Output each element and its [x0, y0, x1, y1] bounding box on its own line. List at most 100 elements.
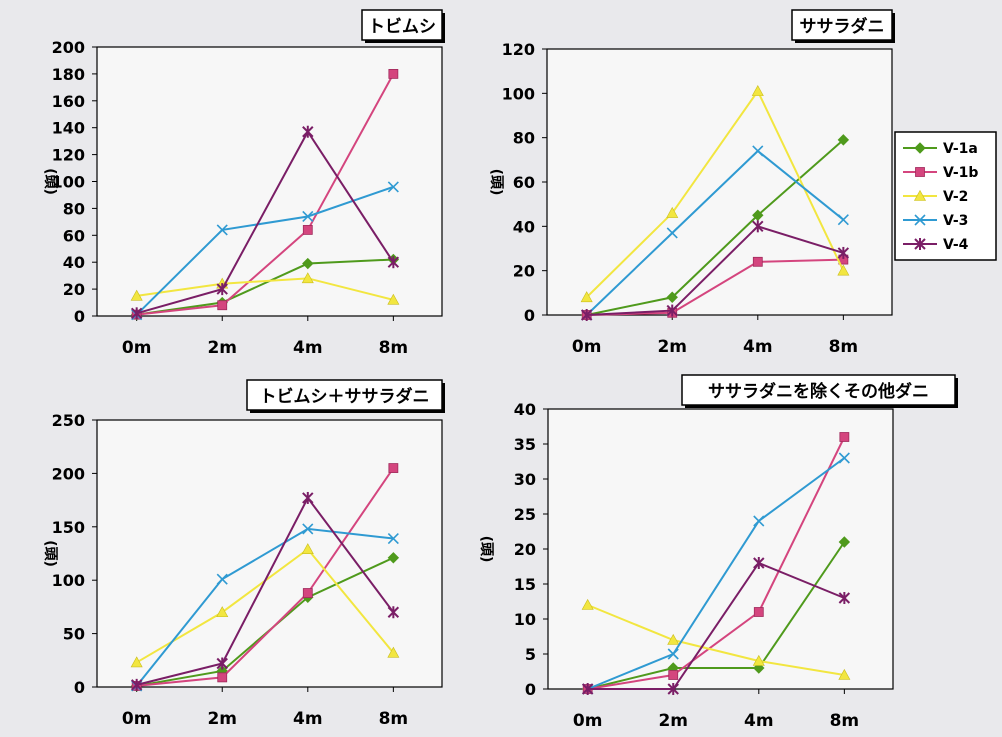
data-point: [837, 264, 850, 276]
y-axis-label: (頭): [42, 168, 58, 195]
data-point: [216, 573, 228, 585]
y-axis-label: (頭): [488, 169, 504, 196]
data-point: [667, 648, 679, 660]
series-V-4: [130, 491, 400, 691]
x-tick-label: 2m: [207, 709, 237, 729]
data-point: [752, 209, 764, 221]
data-point-b: [667, 648, 679, 660]
series-line: [585, 89, 845, 298]
series-V-2: [581, 598, 851, 680]
series-line: [136, 129, 395, 315]
y-tick-label: 30: [514, 470, 536, 489]
data-point: [753, 557, 765, 569]
y-tick-label: 200: [52, 464, 85, 483]
data-point: [301, 543, 314, 555]
data-point: [130, 678, 143, 691]
plot-area: [547, 408, 894, 690]
title-box: [246, 379, 443, 411]
y-tick-label: 80: [513, 129, 535, 148]
legend-item-V-1a: V-1a: [903, 141, 978, 157]
data-point: [581, 598, 594, 610]
data-point: [301, 272, 314, 284]
y-tick-label: 100: [52, 173, 85, 192]
series-line: [587, 436, 846, 690]
series-V-4: [580, 220, 850, 321]
data-point: [302, 523, 314, 535]
y-tick-label: 200: [52, 38, 85, 57]
series-line: [586, 139, 845, 316]
data-point: [302, 588, 313, 598]
legend-marker: [914, 214, 926, 226]
data-point: [838, 536, 851, 548]
legend-item-V-1b: V-1b: [903, 165, 978, 181]
data-point: [387, 532, 399, 545]
y-tick-label: 0: [525, 680, 536, 699]
y-tick-label: 40: [63, 253, 85, 272]
y-tick-label: 80: [63, 199, 85, 218]
data-point-b: [666, 227, 678, 239]
data-point: [753, 607, 764, 617]
data-point: [666, 206, 679, 218]
data-point: [217, 300, 228, 311]
series-V-4: [581, 557, 851, 695]
y-axis-label: (頭): [478, 536, 494, 563]
series-line: [587, 604, 845, 676]
data-point: [837, 134, 850, 146]
series-line: [586, 258, 844, 316]
y-tick-label: 250: [52, 411, 85, 430]
series-line: [136, 467, 395, 687]
series-line: [587, 541, 846, 690]
data-point: [217, 672, 228, 683]
chart-other-mites: 0 5 10 15 20 25 30 35 40 0m 2m 4m 8m (頭) ササラダニを除くその他ダニ: [478, 374, 958, 731]
data-point-b: [752, 145, 764, 157]
data-point: [667, 683, 679, 695]
chart-title: トビムシ＋ササラダニ: [260, 386, 430, 407]
data-point-b: [753, 515, 765, 527]
x-tick-label: 0m: [122, 709, 152, 729]
y-tick-label: 160: [52, 92, 85, 111]
data-point-b: [837, 214, 849, 226]
chart-title: ササラダニ: [800, 16, 885, 37]
series-line: [587, 457, 845, 690]
data-point: [668, 670, 679, 680]
y-tick-label: 40: [513, 217, 535, 236]
data-point: [302, 210, 314, 223]
data-point: [838, 668, 851, 680]
data-point: [580, 291, 593, 303]
legend-item-V-2: V-2: [903, 189, 968, 205]
legend-label: V-3: [943, 213, 968, 229]
data-point: [752, 145, 764, 157]
y-tick-label: 180: [52, 65, 85, 84]
data-point: [837, 214, 849, 226]
data-point: [130, 307, 143, 320]
y-tick-label: 0: [524, 306, 535, 325]
series-V-1b: [582, 432, 850, 694]
data-point: [581, 683, 594, 695]
chart-tobimushi-plus-sasaradani: 0 50 100 150 200 250 0m 2m 4m 8m (頭) トビムシ＋ササラダニ: [42, 379, 445, 729]
x-tick-label: 4m: [293, 709, 323, 729]
series-line: [585, 149, 844, 316]
data-point: [216, 606, 229, 618]
series-line: [587, 561, 845, 690]
y-tick-label: 20: [63, 280, 85, 299]
title-box: [791, 9, 893, 41]
data-point: [752, 256, 763, 267]
y-tick-label: 15: [514, 575, 536, 594]
legend-marker-b: [914, 214, 926, 226]
data-point: [752, 654, 765, 666]
data-point: [302, 225, 313, 235]
y-tick-label: 20: [513, 262, 535, 281]
x-tick-label: 8m: [379, 338, 409, 358]
x-tick-label: 2m: [657, 337, 687, 357]
data-point: [752, 220, 764, 233]
data-point: [667, 633, 680, 645]
data-point: [130, 289, 143, 301]
plot-area: [96, 46, 443, 317]
series-line: [135, 185, 394, 316]
y-tick-label: 0: [74, 307, 85, 326]
data-point: [838, 452, 850, 464]
y-tick-label: 10: [514, 610, 536, 629]
data-point-b: [216, 573, 228, 585]
series-line: [135, 527, 394, 687]
